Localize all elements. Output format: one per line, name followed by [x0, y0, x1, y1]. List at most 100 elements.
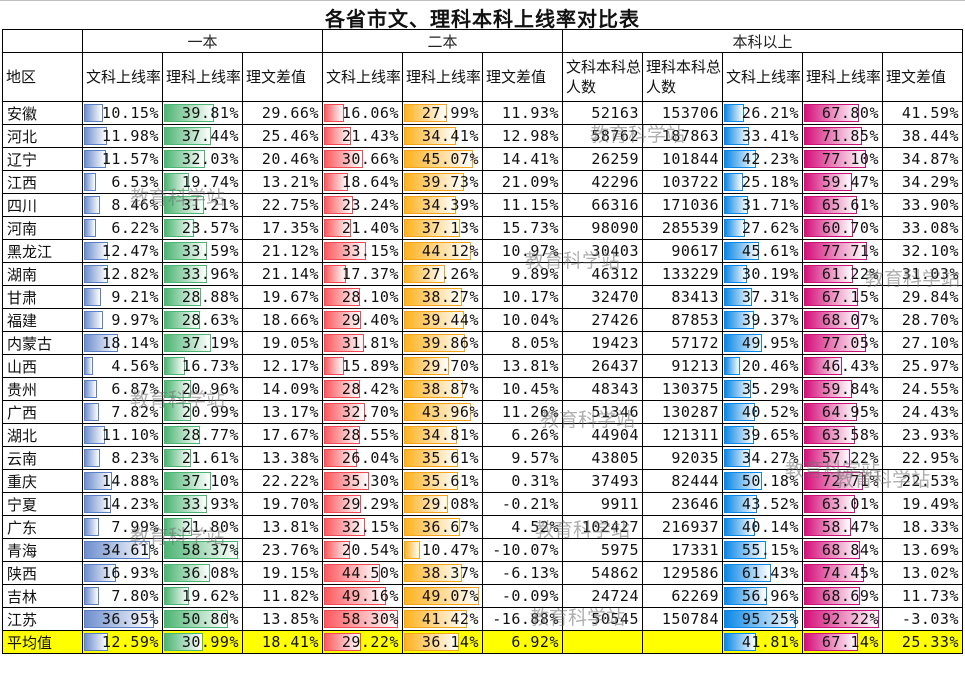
- cell-y1w[interactable]: 11.57%: [82, 147, 163, 171]
- cell-bd[interactable]: 33.08%: [882, 216, 963, 240]
- cell-bl[interactable]: 67.14%: [802, 630, 883, 654]
- cell-y1l[interactable]: 20.99%: [162, 400, 243, 424]
- cell-bl[interactable]: 59.47%: [802, 170, 883, 194]
- cell-y1w[interactable]: 7.80%: [82, 584, 163, 608]
- cell-e2d[interactable]: 10.97%: [482, 239, 563, 263]
- cell-bd[interactable]: 24.43%: [882, 400, 963, 424]
- cell-e2d[interactable]: 9.89%: [482, 262, 563, 286]
- cell-e2d[interactable]: 10.04%: [482, 308, 563, 332]
- cell-y1w[interactable]: 9.21%: [82, 285, 163, 309]
- cell-bw[interactable]: 49.95%: [722, 331, 803, 355]
- cell-y1l[interactable]: 37.44%: [162, 124, 243, 148]
- cell-y1w[interactable]: 12.59%: [82, 630, 163, 654]
- cell-e2w[interactable]: 29.22%: [322, 630, 403, 654]
- header-cell-empty[interactable]: [2, 29, 83, 53]
- cell-y1l[interactable]: 37.19%: [162, 331, 243, 355]
- cell-wt[interactable]: 102427: [562, 515, 643, 539]
- cell-lt[interactable]: 17331: [642, 538, 723, 562]
- cell-y1w[interactable]: 8.23%: [82, 446, 163, 470]
- cell-e2l[interactable]: 36.14%: [402, 630, 483, 654]
- cell-y1l[interactable]: 19.74%: [162, 170, 243, 194]
- cell-bd[interactable]: 24.55%: [882, 377, 963, 401]
- cell-lt[interactable]: 150784: [642, 607, 723, 631]
- cell-bl[interactable]: 60.70%: [802, 216, 883, 240]
- cell-y1l[interactable]: 28.63%: [162, 308, 243, 332]
- cell-wt[interactable]: 9911: [562, 492, 643, 516]
- cell-y1l[interactable]: 20.96%: [162, 377, 243, 401]
- cell-wt[interactable]: 42296: [562, 170, 643, 194]
- cell-lt[interactable]: 153706: [642, 101, 723, 125]
- cell-bd[interactable]: 13.69%: [882, 538, 963, 562]
- cell-e2l[interactable]: 39.44%: [402, 308, 483, 332]
- cell-e2l[interactable]: 39.73%: [402, 170, 483, 194]
- header-li-total[interactable]: 理科本科总人数: [642, 52, 723, 102]
- cell-y1d[interactable]: 25.46%: [242, 124, 323, 148]
- cell-e2w[interactable]: 31.81%: [322, 331, 403, 355]
- cell-y1l[interactable]: 28.88%: [162, 285, 243, 309]
- cell-bl[interactable]: 68.07%: [802, 308, 883, 332]
- cell-bw[interactable]: 30.19%: [722, 262, 803, 286]
- cell-e2l[interactable]: 38.27%: [402, 285, 483, 309]
- cell-e2l[interactable]: 29.70%: [402, 354, 483, 378]
- header-region[interactable]: 地区: [2, 52, 83, 102]
- cell-e2l[interactable]: 43.96%: [402, 400, 483, 424]
- cell-y1l[interactable]: 21.80%: [162, 515, 243, 539]
- cell-y1l[interactable]: 30.99%: [162, 630, 243, 654]
- cell-region[interactable]: 平均值: [2, 630, 83, 654]
- cell-bd[interactable]: 13.02%: [882, 561, 963, 585]
- cell-y1l[interactable]: 33.96%: [162, 262, 243, 286]
- cell-e2w[interactable]: 44.50%: [322, 561, 403, 585]
- cell-region[interactable]: 河北: [2, 124, 83, 148]
- cell-e2l[interactable]: 41.42%: [402, 607, 483, 631]
- cell-y1d[interactable]: 21.14%: [242, 262, 323, 286]
- cell-y1d[interactable]: 19.15%: [242, 561, 323, 585]
- cell-region[interactable]: 湖北: [2, 423, 83, 447]
- cell-bl[interactable]: 67.15%: [802, 285, 883, 309]
- cell-y1d[interactable]: 13.17%: [242, 400, 323, 424]
- cell-e2l[interactable]: 34.41%: [402, 124, 483, 148]
- cell-region[interactable]: 青海: [2, 538, 83, 562]
- cell-y1l[interactable]: 36.08%: [162, 561, 243, 585]
- cell-y1w[interactable]: 12.47%: [82, 239, 163, 263]
- cell-e2d[interactable]: 14.41%: [482, 147, 563, 171]
- cell-y1w[interactable]: 14.23%: [82, 492, 163, 516]
- cell-e2l[interactable]: 38.37%: [402, 561, 483, 585]
- cell-region[interactable]: 甘肃: [2, 285, 83, 309]
- cell-e2w[interactable]: 21.40%: [322, 216, 403, 240]
- cell-y1w[interactable]: 7.99%: [82, 515, 163, 539]
- cell-lt[interactable]: 187863: [642, 124, 723, 148]
- cell-e2d[interactable]: 9.57%: [482, 446, 563, 470]
- cell-y1w[interactable]: 12.82%: [82, 262, 163, 286]
- cell-e2w[interactable]: 30.66%: [322, 147, 403, 171]
- cell-e2w[interactable]: 18.64%: [322, 170, 403, 194]
- cell-region[interactable]: 陕西: [2, 561, 83, 585]
- cell-bd[interactable]: 28.70%: [882, 308, 963, 332]
- cell-y1d[interactable]: 19.70%: [242, 492, 323, 516]
- cell-bl[interactable]: 57.22%: [802, 446, 883, 470]
- cell-e2d[interactable]: -16.88%: [482, 607, 563, 631]
- cell-y1l[interactable]: 28.77%: [162, 423, 243, 447]
- cell-y1w[interactable]: 11.10%: [82, 423, 163, 447]
- cell-region[interactable]: 贵州: [2, 377, 83, 401]
- header-benke-li[interactable]: 理科上线率: [802, 52, 883, 102]
- cell-y1w[interactable]: 6.22%: [82, 216, 163, 240]
- cell-lt[interactable]: 216937: [642, 515, 723, 539]
- cell-wt[interactable]: 50545: [562, 607, 643, 631]
- cell-bl[interactable]: 92.22%: [802, 607, 883, 631]
- cell-e2d[interactable]: 11.26%: [482, 400, 563, 424]
- cell-region[interactable]: 重庆: [2, 469, 83, 493]
- cell-y1d[interactable]: 20.46%: [242, 147, 323, 171]
- cell-y1d[interactable]: 13.81%: [242, 515, 323, 539]
- cell-region[interactable]: 宁夏: [2, 492, 83, 516]
- cell-e2w[interactable]: 21.43%: [322, 124, 403, 148]
- header-erben-diff[interactable]: 理文差值: [482, 52, 563, 102]
- cell-y1d[interactable]: 22.75%: [242, 193, 323, 217]
- cell-bl[interactable]: 68.84%: [802, 538, 883, 562]
- cell-bl[interactable]: 67.80%: [802, 101, 883, 125]
- cell-y1d[interactable]: 19.67%: [242, 285, 323, 309]
- cell-bw[interactable]: 43.52%: [722, 492, 803, 516]
- cell-bw[interactable]: 45.61%: [722, 239, 803, 263]
- cell-e2w[interactable]: 15.89%: [322, 354, 403, 378]
- cell-region[interactable]: 安徽: [2, 101, 83, 125]
- cell-y1d[interactable]: 22.22%: [242, 469, 323, 493]
